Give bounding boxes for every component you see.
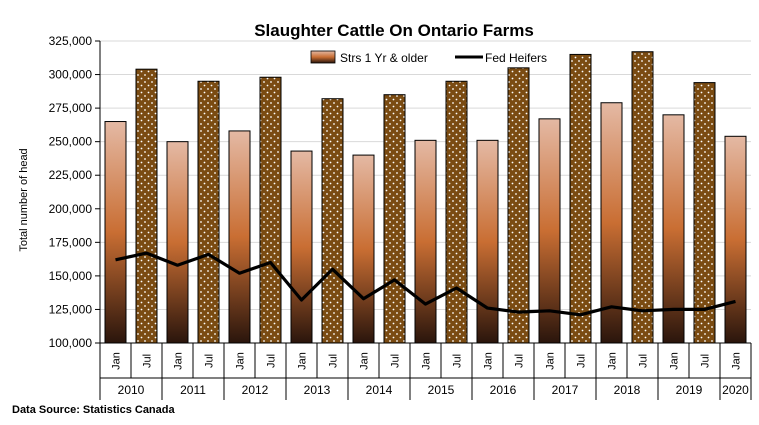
year-label: 2011 [180,383,206,397]
category-label: Jan [483,352,495,370]
bar [569,53,592,344]
y-tick-label: 200,000 [49,202,93,216]
category-label: Jul [638,354,650,368]
legend-label-bar: Strs 1 Yr & older [340,51,428,65]
bar [383,94,406,344]
bar [228,130,251,344]
category-label: Jul [328,354,340,368]
category-label: Jul [204,354,216,368]
category-label: Jan [111,352,123,370]
category-label: Jan [545,352,557,370]
category-label: Jan [173,352,185,370]
bar [414,139,437,344]
y-tick-label: 225,000 [49,168,93,182]
bar-series [104,51,747,344]
y-tick-label: 125,000 [49,302,93,316]
legend-label-line: Fed Heifers [485,51,547,65]
y-tick-label: 100,000 [49,336,93,350]
category-label: Jul [514,354,526,368]
bar [693,82,716,344]
axes [95,40,752,400]
fed-heifers-line [115,251,736,317]
category-label: Jan [235,352,247,370]
category-label: Jul [142,354,154,368]
category-label: Jan [669,352,681,370]
y-tick-label: 175,000 [49,235,93,249]
year-label: 2016 [490,383,517,397]
bar [476,139,499,344]
bar [197,80,220,344]
y-tick-label: 150,000 [49,269,93,283]
year-label: 2010 [118,383,145,397]
legend: Strs 1 Yr & older Fed Heifers [310,50,547,65]
bar [631,51,654,344]
category-label: Jan [607,352,619,370]
y-tick-label: 250,000 [49,135,93,149]
bar [445,80,468,344]
year-label: 2020 [722,383,749,397]
y-axis-label: Total number of head [18,148,30,251]
category-label: Jul [700,354,712,368]
year-label: 2014 [366,383,393,397]
year-label: 2013 [304,383,331,397]
category-label: Jul [390,354,402,368]
bar [104,121,127,344]
y-tick-label: 275,000 [49,101,93,115]
line-series [115,251,736,317]
year-label: 2015 [428,383,455,397]
category-label: Jul [576,354,588,368]
bar [321,98,344,344]
category-label: Jul [266,354,278,368]
y-tick-label: 325,000 [49,34,93,48]
bar [166,141,189,344]
source-note: Data Source: Statistics Canada [12,404,175,416]
y-tick-labels: 100,000 125,000 150,000 175,000 200,000 225,0… [49,34,93,350]
bar [135,68,158,344]
category-label: Jan [359,352,371,370]
chart-title: Slaughter Cattle On Ontario Farms [254,21,534,40]
bar [290,150,313,344]
year-label: 2012 [242,383,269,397]
bar [724,135,747,344]
category-label: Jan [297,352,309,370]
category-label: Jan [731,352,743,370]
y-tick-label: 300,000 [49,68,93,82]
year-label: 2017 [552,383,579,397]
bar [259,76,282,344]
legend-swatch-bar [310,50,336,64]
year-label: 2018 [614,383,641,397]
x-tick-labels: Jan Jul Jan Jul Jan Jul Jan Jul Jan Jul Jan Jul Jan J… [111,352,750,397]
category-label: Jul [452,354,464,368]
bar [352,154,375,344]
bar [507,67,530,344]
year-label: 2019 [676,383,703,397]
category-label: Jan [421,352,433,370]
